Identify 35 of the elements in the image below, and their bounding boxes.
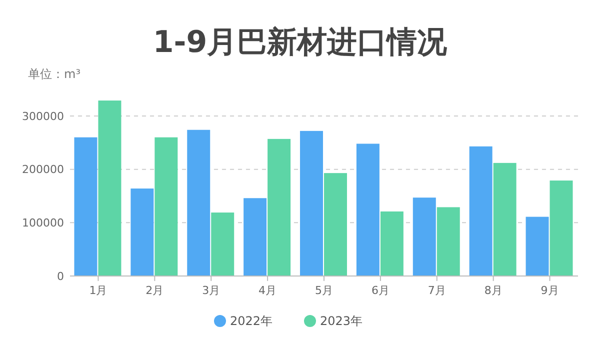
bar [356, 144, 380, 276]
legend-label: 2022年 [230, 314, 273, 328]
x-tick-label: 4月 [258, 284, 277, 297]
bar [550, 180, 573, 276]
bar [211, 212, 234, 276]
x-tick-label: 3月 [202, 284, 220, 297]
legend-label: 2023年 [320, 314, 363, 328]
x-tick-label: 5月 [315, 284, 333, 297]
bar [98, 100, 122, 276]
bar [493, 162, 516, 276]
bar [268, 138, 291, 276]
bar [130, 188, 154, 276]
bar [244, 198, 267, 276]
bar [154, 137, 178, 276]
chart-title: 1-9月巴新材进口情况 [152, 25, 448, 60]
bar [436, 207, 460, 276]
x-tick-label: 7月 [428, 284, 446, 297]
chart-subtitle: 单位：m³ [28, 67, 81, 81]
x-tick-label: 6月 [371, 284, 390, 297]
bar [300, 130, 323, 276]
y-tick-label: 0 [57, 270, 64, 283]
bar [380, 211, 404, 276]
bar [526, 216, 549, 276]
bar [469, 146, 492, 276]
x-tick-label: 1月 [89, 284, 108, 297]
bar [74, 137, 98, 276]
y-tick-label: 100000 [22, 216, 64, 230]
bar [412, 198, 436, 276]
y-tick-label: 300000 [22, 110, 64, 123]
x-tick-label: 8月 [484, 284, 502, 297]
bar [187, 130, 210, 276]
bar [324, 173, 347, 276]
y-tick-label: 200000 [22, 163, 64, 176]
x-tick-label: 2月 [146, 284, 164, 297]
x-tick-label: 9月 [540, 284, 559, 297]
